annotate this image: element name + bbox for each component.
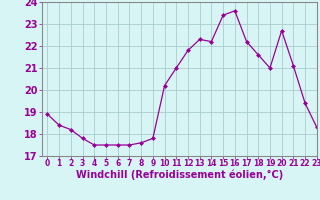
X-axis label: Windchill (Refroidissement éolien,°C): Windchill (Refroidissement éolien,°C) xyxy=(76,169,283,180)
